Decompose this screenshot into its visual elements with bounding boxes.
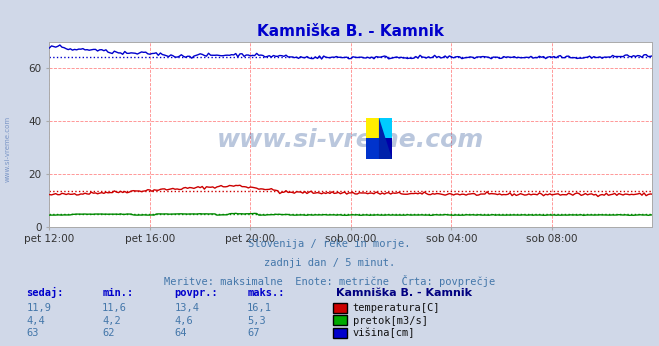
Text: 11,9: 11,9 — [26, 303, 51, 313]
Bar — [366, 118, 379, 138]
Text: 4,6: 4,6 — [175, 316, 193, 326]
Bar — [379, 138, 392, 159]
Text: 5,3: 5,3 — [247, 316, 266, 326]
Text: sedaj:: sedaj: — [26, 287, 64, 298]
Text: 4,4: 4,4 — [26, 316, 45, 326]
Text: 67: 67 — [247, 328, 260, 338]
Polygon shape — [379, 118, 392, 159]
Text: zadnji dan / 5 minut.: zadnji dan / 5 minut. — [264, 258, 395, 268]
Text: 11,6: 11,6 — [102, 303, 127, 313]
Text: 4,2: 4,2 — [102, 316, 121, 326]
Text: temperatura[C]: temperatura[C] — [353, 303, 440, 313]
Text: 62: 62 — [102, 328, 115, 338]
Bar — [366, 138, 379, 159]
Text: Slovenija / reke in morje.: Slovenija / reke in morje. — [248, 239, 411, 249]
Title: Kamniška B. - Kamnik: Kamniška B. - Kamnik — [258, 24, 444, 39]
Text: 13,4: 13,4 — [175, 303, 200, 313]
Text: www.si-vreme.com: www.si-vreme.com — [217, 128, 484, 152]
Text: maks.:: maks.: — [247, 288, 285, 298]
Text: povpr.:: povpr.: — [175, 288, 218, 298]
Text: Meritve: maksimalne  Enote: metrične  Črta: povprečje: Meritve: maksimalne Enote: metrične Črta… — [164, 275, 495, 288]
Text: pretok[m3/s]: pretok[m3/s] — [353, 316, 428, 326]
Text: 63: 63 — [26, 328, 39, 338]
Text: Kamniška B. - Kamnik: Kamniška B. - Kamnik — [336, 288, 472, 298]
Bar — [379, 118, 392, 138]
Text: 64: 64 — [175, 328, 187, 338]
Text: www.si-vreme.com: www.si-vreme.com — [5, 116, 11, 182]
Text: višina[cm]: višina[cm] — [353, 328, 415, 338]
Text: min.:: min.: — [102, 288, 133, 298]
Text: 16,1: 16,1 — [247, 303, 272, 313]
